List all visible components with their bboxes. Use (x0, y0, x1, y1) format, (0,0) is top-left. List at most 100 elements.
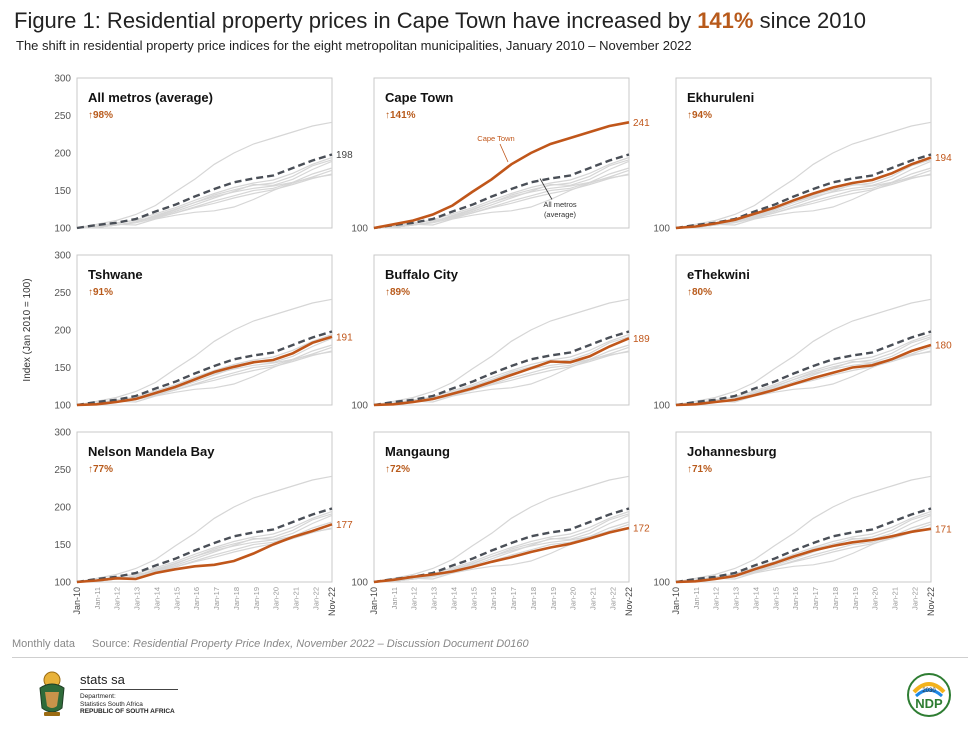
x-tick-label: Jan-13 (133, 587, 142, 610)
x-tick-label: Jan-11 (390, 587, 399, 609)
metro-series-line (675, 156, 932, 230)
y-tick-label: 250 (54, 288, 71, 299)
x-tick-label: Jan-17 (811, 587, 820, 610)
footnote: Monthly data Source: Residential Propert… (12, 638, 529, 650)
page-title: Figure 1: Residential property prices in… (14, 8, 866, 34)
end-value-label: 172 (633, 524, 650, 535)
end-value-label: 189 (633, 334, 650, 345)
x-tick-label: Jan-15 (469, 587, 478, 610)
source-prefix: Source: (92, 638, 134, 650)
y-axis-title: Index (Jan 2010 = 100) (22, 278, 33, 381)
y-tick-label: 100 (351, 401, 368, 412)
average-series-line (76, 507, 333, 584)
background-series-line (675, 475, 932, 583)
x-tick-label: Jan-14 (153, 587, 162, 610)
metro-series-line (373, 121, 630, 230)
x-tick-label: Jan-21 (891, 587, 900, 610)
x-tick-label: Jan-22 (311, 587, 320, 610)
x-tick-label: Jan-20 (272, 587, 281, 610)
x-tick-label: Jan-22 (608, 587, 617, 610)
ndp-2030-logo: 2030 NDP (906, 672, 952, 723)
x-tick-label: Jan-18 (232, 587, 241, 610)
panel-frame (76, 431, 333, 583)
background-series-line (373, 173, 630, 229)
panel-title: Mangaung (385, 444, 450, 459)
panel-title: Ekhuruleni (687, 90, 754, 105)
panel-title: Nelson Mandela Bay (88, 444, 215, 459)
panel-frame (675, 431, 932, 583)
metro-series-line (373, 526, 630, 584)
x-tick-label: Jan-15 (771, 587, 780, 610)
background-series-line (675, 121, 932, 229)
panel-frame (675, 77, 932, 229)
background-series-line (675, 298, 932, 406)
y-tick-label: 100 (54, 578, 71, 589)
background-series-line (675, 527, 932, 583)
panel-frame (373, 254, 630, 406)
y-tick-label: 300 (54, 428, 71, 439)
panel-change: ↑98% (88, 110, 113, 121)
chart-panel: 100 150 200 250 300 198 All metros (average) ↑9… (54, 74, 353, 235)
end-value-label: 194 (935, 153, 952, 164)
x-tick-label: Jan-13 (732, 587, 741, 610)
annotation-metro-label: Cape Town (477, 134, 514, 143)
small-multiples-chart: Index (Jan 2010 = 100) 100 150 200 250 300 198… (22, 74, 952, 617)
background-series-line (373, 528, 630, 583)
x-tick-label: Nov-22 (926, 587, 936, 616)
x-tick-label: Nov-22 (624, 587, 634, 616)
y-tick-label: 100 (653, 578, 670, 589)
y-tick-label: 100 (653, 401, 670, 412)
y-tick-label: 300 (54, 251, 71, 262)
x-tick-label: Jan-14 (450, 587, 459, 610)
panel-title: eThekwini (687, 267, 750, 282)
metro-series-line (675, 527, 932, 584)
y-tick-label: 200 (54, 149, 71, 160)
annotation-average-label: (average) (544, 210, 577, 219)
footnote-note: Monthly data (12, 638, 75, 650)
chart-panel: 100 150 200 250 300 191 Tshwane ↑91% (54, 251, 353, 412)
chart-panel: 100 150 200 250 300 177 Nelson Mandela Bay ↑77%… (54, 428, 353, 617)
y-tick-label: 250 (54, 111, 71, 122)
panel-change: ↑77% (88, 464, 113, 475)
end-value-label: 241 (633, 118, 650, 129)
panel-change: ↑89% (385, 287, 410, 298)
panel-change: ↑94% (687, 110, 712, 121)
x-tick-label: Jan-21 (589, 587, 598, 610)
average-series-line (76, 330, 333, 407)
x-tick-label: Jan-14 (752, 587, 761, 610)
title-highlight: 141% (697, 8, 754, 33)
x-tick-label: Jan-12 (113, 587, 122, 610)
average-series-line (76, 153, 333, 230)
background-series-line (373, 350, 630, 406)
x-tick-label: Jan-19 (549, 587, 558, 610)
footer-divider (12, 657, 968, 658)
x-tick-label: Jan-11 (93, 587, 102, 609)
background-series-line (675, 350, 932, 406)
x-tick-label: Jan-12 (712, 587, 721, 610)
background-series-line (373, 174, 630, 229)
panel-change: ↑141% (385, 110, 416, 121)
panel-frame (76, 77, 333, 229)
end-value-label: 171 (935, 524, 952, 535)
x-tick-label: Jan-16 (489, 587, 498, 610)
panel-frame (76, 254, 333, 406)
panel-title: Johannesburg (687, 444, 777, 459)
coat-of-arms-logo (30, 668, 74, 725)
x-tick-label: Jan-10 (369, 587, 379, 615)
background-series-line (76, 298, 333, 406)
x-tick-label: Jan-21 (292, 587, 301, 610)
annotation-arrow (499, 143, 509, 163)
panel-change: ↑91% (88, 287, 113, 298)
chart-panel: 100 241 Cape Town All metros(average) Cape T… (351, 77, 650, 235)
x-tick-label: Jan-20 (569, 587, 578, 610)
title-prefix: Figure 1: Residential property prices in… (14, 8, 698, 33)
background-series-line (373, 475, 630, 583)
background-series-line (76, 475, 333, 583)
x-tick-label: Jan-11 (692, 587, 701, 609)
x-tick-label: Jan-16 (192, 587, 201, 610)
x-tick-label: Jan-20 (871, 587, 880, 610)
x-tick-label: Jan-13 (430, 587, 439, 610)
chart-panel: 100 194 Ekhuruleni ↑94% (653, 77, 952, 235)
y-tick-label: 150 (54, 540, 71, 551)
x-tick-label: Jan-10 (72, 587, 82, 615)
